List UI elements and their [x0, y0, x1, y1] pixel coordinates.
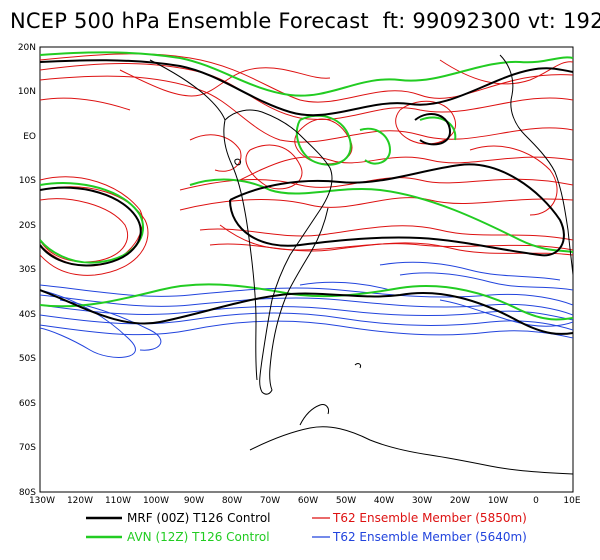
red-contour-14: [395, 100, 456, 145]
legend: MRF (00Z) T126 Control AVN (12Z) T126 Co…: [86, 511, 527, 544]
lon-label: 10E: [563, 496, 580, 506]
lon-label: 120W: [67, 496, 93, 506]
red-contour-17: [469, 145, 558, 216]
lon-label: 30W: [412, 496, 432, 506]
avn-contour-loop-b: [359, 127, 392, 165]
lon-label: 90W: [184, 496, 204, 506]
lon-label: 80W: [222, 496, 242, 506]
lat-label: 60S: [19, 399, 36, 409]
lon-label: 20W: [450, 496, 470, 506]
lon-label: 110W: [105, 496, 131, 506]
red-contour-11: [219, 224, 573, 251]
island-2: [354, 363, 361, 369]
lat-label: 50S: [19, 354, 36, 364]
map-title: NCEP 500 hPa Ensemble Forecast ft: 99092…: [10, 9, 600, 33]
antarctica-coast: [249, 426, 573, 475]
red-contour-5: [40, 186, 149, 276]
blue-contour-10: [299, 281, 391, 291]
red-contour-8: [179, 197, 573, 211]
avn-contour-loop-a: [295, 114, 352, 166]
lat-label: 40S: [19, 310, 36, 320]
red-contour-16: [245, 144, 303, 190]
blue-contour-3: [40, 304, 573, 321]
lat-label: 20S: [19, 221, 36, 231]
lon-label: 10W: [488, 496, 508, 506]
red-contour-3: [40, 75, 573, 143]
blue-contour-8: [379, 261, 561, 281]
lat-label: 10S: [19, 176, 36, 186]
red-contour-9: [199, 225, 573, 241]
legend-label-red: T62 Ensemble Member (5850m): [332, 511, 527, 525]
antarctic-peninsula: [299, 404, 329, 426]
plot-frame: [39, 46, 574, 493]
south-america-coast: [224, 109, 333, 395]
avn-contour-south: [40, 283, 573, 321]
lat-label: 30S: [19, 265, 36, 275]
blue-contour-5: [40, 320, 573, 339]
avn-contour-north: [40, 51, 573, 97]
lat-label: 20N: [18, 43, 36, 53]
blue-contour-11: [439, 299, 573, 327]
island-1: [234, 158, 241, 166]
mrf-contour-sub: [229, 163, 565, 257]
mrf-contour-south: [40, 289, 573, 335]
lon-label: 50W: [336, 496, 356, 506]
lat-label: EO: [23, 132, 36, 142]
legend-label-avn: AVN (12Z) T126 Control: [127, 530, 270, 544]
red-contour-12: [239, 156, 573, 181]
mrf-contour-loop: [414, 113, 452, 146]
red-contour-19: [40, 97, 131, 111]
mrf-contour-cutoff: [40, 186, 142, 267]
lon-label: 0: [533, 496, 539, 506]
lon-label: 60W: [298, 496, 318, 506]
blue-contour-6: [40, 289, 136, 358]
lon-label: 130W: [29, 496, 55, 506]
coastlines: [149, 54, 573, 475]
lon-label: 100W: [143, 496, 169, 506]
legend-label-blue: T62 Ensemble Member (5640m): [332, 530, 527, 544]
legend-label-mrf: MRF (00Z) T126 Control: [127, 511, 271, 525]
blue-contour-9: [399, 272, 573, 291]
lat-label: 70S: [19, 443, 36, 453]
lon-label: 40W: [374, 496, 394, 506]
central-america-coast: [149, 59, 226, 121]
lat-label: 10N: [18, 87, 36, 97]
lon-label: 70W: [260, 496, 280, 506]
avn-contour-sub: [189, 178, 573, 253]
red-contour-20: [189, 134, 242, 172]
red-contour-6: [40, 198, 128, 263]
lon-axis: 130W 120W 110W 100W 90W 80W 70W 60W 50W …: [29, 496, 581, 506]
red-contour-18: [439, 59, 573, 85]
south-america-west: [223, 119, 258, 381]
lat-label: 80S: [19, 488, 36, 498]
red-contour-2: [40, 63, 573, 120]
africa-coast: [499, 54, 573, 276]
lat-axis: 20N 10N EO 10S 20S 30S 40S 50S 60S 70S 8…: [18, 43, 36, 498]
